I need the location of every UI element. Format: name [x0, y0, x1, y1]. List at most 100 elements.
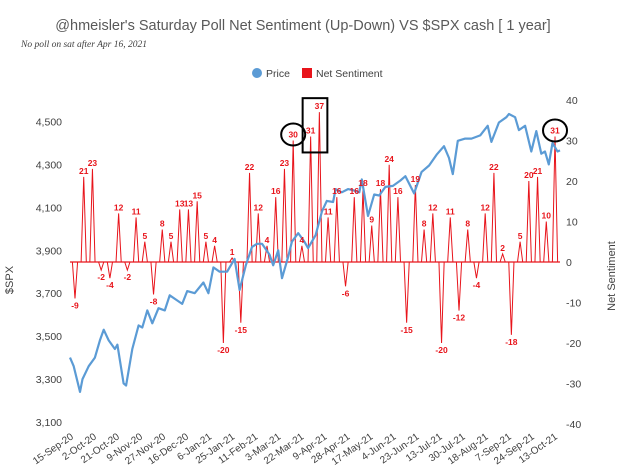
chart-note: No poll on sat after Apr 16, 2021: [20, 39, 147, 50]
annotation-circle: [542, 118, 569, 143]
net-sentiment-data-label: -20: [435, 345, 448, 355]
net-sentiment-spike: [351, 197, 358, 263]
net-sentiment-spike: [508, 261, 515, 335]
net-sentiment-data-label: 13: [184, 198, 194, 208]
net-sentiment-spike: [71, 261, 79, 299]
net-sentiment-data-label: 16: [350, 186, 360, 196]
net-sentiment-data-label: 31: [550, 125, 560, 135]
net-sentiment-spike: [377, 189, 384, 263]
net-sentiment-spike: [534, 176, 541, 263]
net-sentiment-spike: [263, 245, 271, 263]
net-sentiment-spike: [106, 261, 113, 279]
net-sentiment-data-label: 4: [300, 235, 305, 245]
net-sentiment-spike: [525, 180, 532, 263]
net-sentiment-spike: [150, 261, 157, 295]
net-sentiment-spike: [298, 245, 306, 263]
y-right-tick-label: 0: [566, 257, 572, 269]
net-sentiment-data-label: 12: [428, 202, 438, 212]
net-sentiment-data-label: -2: [124, 272, 132, 282]
net-sentiment-data-label: 9: [369, 215, 374, 225]
net-sentiment-data-label: 5: [142, 231, 147, 241]
net-sentiment-data-label: -12: [453, 313, 466, 323]
net-sentiment-spike: [281, 168, 288, 263]
net-sentiment-data-label: 30: [288, 130, 298, 140]
y-left-ticks: 3,100 3,300 3,500 3,700 3,900 4,100 4,300 4,500: [36, 116, 62, 429]
y-left-tick-label: 4,500: [36, 116, 62, 128]
x-axis-ticks: 15-Sep-202-Oct-2021-Oct-209-Nov-2027-Nov…: [31, 431, 560, 468]
net-sentiment-spike: [517, 241, 524, 263]
net-sentiment-data-label: 2: [500, 243, 505, 253]
net-sentiment-data-label: 22: [245, 162, 255, 172]
y-right-tick-label: 40: [566, 95, 578, 107]
net-sentiment-data-label: -2: [97, 272, 105, 282]
net-sentiment-data-label: 13: [175, 198, 185, 208]
net-sentiment-spike: [98, 261, 105, 272]
net-sentiment-series: [71, 112, 559, 344]
net-sentiment-spike: [490, 172, 498, 263]
y-right-tick-label: 30: [566, 136, 578, 148]
net-sentiment-data-label: 15: [192, 190, 202, 200]
net-sentiment-data-label: 31: [306, 125, 316, 135]
net-sentiment-spike: [403, 261, 410, 323]
net-sentiment-data-label: 8: [422, 219, 427, 229]
net-sentiment-spike: [132, 217, 140, 263]
annotation-circle: [280, 122, 307, 147]
legend-net-sentiment-label: Net Sentiment: [316, 68, 383, 80]
net-sentiment-data-label: 16: [271, 186, 281, 196]
net-sentiment-data-label: 37: [315, 101, 325, 111]
y-right-tick-label: -20: [566, 338, 581, 350]
net-sentiment-data-label: -4: [473, 280, 481, 290]
net-sentiment-data-label: 4: [212, 235, 217, 245]
net-sentiment-data-label: 19: [411, 174, 421, 184]
y-right-ticks: -40 -30 -20 -10 0 10 20 30 40: [566, 95, 581, 431]
net-sentiment-spike: [202, 241, 209, 263]
net-sentiment-data-label: 4: [265, 235, 270, 245]
net-sentiment-spike: [551, 136, 559, 263]
y-left-tick-label: 3,100: [36, 417, 62, 429]
net-sentiment-spike: [124, 261, 131, 272]
net-sentiment-spike: [342, 261, 349, 287]
net-sentiment-spike: [255, 213, 262, 263]
y-right-tick-label: -40: [566, 419, 581, 431]
y-left-tick-label: 4,100: [36, 202, 62, 214]
y-left-tick-label: 3,900: [36, 245, 62, 257]
net-sentiment-data-label: 5: [169, 231, 174, 241]
net-sentiment-spike: [447, 217, 454, 263]
chart-legend: Price Net Sentiment: [252, 68, 383, 80]
net-sentiment-data-label: 1: [230, 247, 235, 257]
y-right-tick-label: 10: [566, 217, 578, 229]
net-sentiment-spike: [455, 261, 463, 311]
net-sentiment-data-label: 11: [132, 206, 141, 216]
net-sentiment-data-label: 11: [324, 206, 333, 216]
net-sentiment-data-label: 5: [204, 231, 209, 241]
net-sentiment-spike: [482, 213, 489, 263]
net-sentiment-data-label: 10: [542, 211, 552, 221]
net-sentiment-spike: [368, 225, 375, 263]
price-line: [68, 112, 561, 393]
annotation-box: [301, 97, 329, 154]
net-sentiment-data-label: 16: [332, 186, 342, 196]
net-sentiment-data-label: 18: [376, 178, 386, 188]
y-left-tick-label: 3,500: [36, 331, 62, 343]
net-sentiment-spike: [464, 229, 471, 263]
net-sentiment-spike: [324, 217, 332, 263]
net-sentiment-data-label: 21: [533, 166, 543, 176]
net-sentiment-data-label: 11: [446, 206, 455, 216]
net-sentiment-data-label: -15: [400, 325, 413, 335]
net-sentiment-data-label: -20: [217, 345, 230, 355]
net-sentiment-spike: [185, 209, 192, 263]
y-right-tick-label: -10: [566, 298, 581, 310]
y-left-tick-label: 3,300: [36, 374, 62, 386]
y-left-axis-label: $SPX: [4, 265, 16, 294]
net-sentiment-spike: [333, 197, 340, 263]
net-sentiment-data-label: -9: [71, 300, 79, 310]
net-sentiment-data-label: 23: [88, 158, 98, 168]
net-sentiment-data-label: -8: [150, 296, 158, 306]
net-sentiment-data-label: 20: [524, 170, 534, 180]
y-left-tick-label: 3,700: [36, 288, 62, 300]
net-sentiment-spike: [307, 136, 314, 263]
net-sentiment-spike: [141, 241, 148, 263]
net-sentiment-data-label: 12: [254, 202, 264, 212]
